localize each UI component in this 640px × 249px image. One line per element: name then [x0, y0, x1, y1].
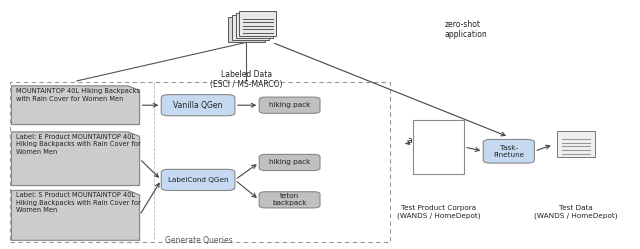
- Text: Vanilla QGen: Vanilla QGen: [173, 101, 223, 110]
- Text: hiking pack: hiking pack: [269, 159, 310, 166]
- Text: hiking pack: hiking pack: [269, 102, 310, 108]
- Text: Test Product Corpora
(WANDS / HomeDepot): Test Product Corpora (WANDS / HomeDepot): [397, 205, 480, 219]
- Polygon shape: [12, 86, 140, 124]
- FancyBboxPatch shape: [259, 97, 320, 113]
- Text: apply QGen: apply QGen: [408, 136, 453, 145]
- Polygon shape: [12, 132, 140, 186]
- Text: Label: E Product MOUNTAINTOP 40L
Hiking Backpacks with Rain Cover for
Women Men: Label: E Product MOUNTAINTOP 40L Hiking …: [16, 134, 141, 155]
- FancyBboxPatch shape: [557, 131, 595, 158]
- Text: MOUNTAINTOP 40L Hiking Backpacks
with Rain Cover for Women Men: MOUNTAINTOP 40L Hiking Backpacks with Ra…: [16, 88, 140, 102]
- FancyBboxPatch shape: [483, 139, 534, 163]
- Text: zero-shot
application: zero-shot application: [445, 20, 488, 39]
- Polygon shape: [12, 190, 140, 240]
- FancyBboxPatch shape: [236, 13, 273, 38]
- Text: Task-
Finetune: Task- Finetune: [493, 145, 524, 158]
- FancyBboxPatch shape: [232, 15, 269, 40]
- Text: Labeled Data
(ESCI / MS-MARCO): Labeled Data (ESCI / MS-MARCO): [210, 70, 283, 89]
- FancyBboxPatch shape: [413, 120, 464, 174]
- Text: Test Data
(WANDS / HomeDepot): Test Data (WANDS / HomeDepot): [534, 205, 618, 219]
- FancyBboxPatch shape: [161, 169, 235, 190]
- Text: Generate Queries: Generate Queries: [164, 236, 232, 245]
- Text: LabelCond QGen: LabelCond QGen: [168, 177, 228, 183]
- FancyBboxPatch shape: [259, 192, 320, 208]
- Text: Label: S Product MOUNTAINTOP 40L
Hiking Backpacks with Rain Cover for
Women Men: Label: S Product MOUNTAINTOP 40L Hiking …: [16, 192, 141, 213]
- FancyBboxPatch shape: [228, 17, 265, 42]
- FancyBboxPatch shape: [239, 11, 276, 36]
- FancyBboxPatch shape: [161, 95, 235, 116]
- FancyBboxPatch shape: [259, 154, 320, 171]
- Text: teton
backpack: teton backpack: [273, 193, 307, 206]
